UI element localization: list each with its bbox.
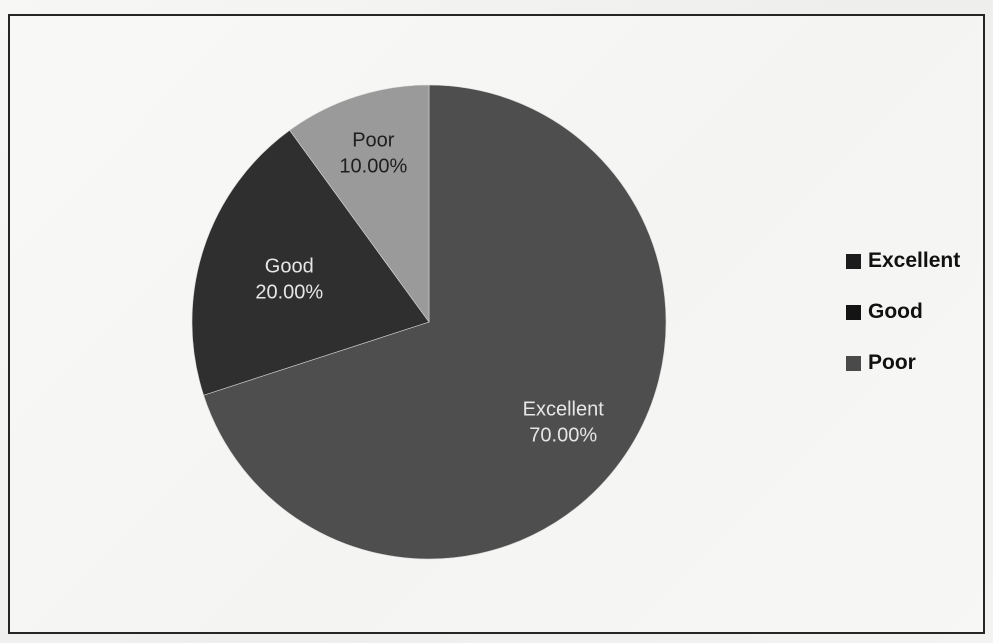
pie-slice-poor <box>289 84 430 323</box>
data-label-name-good: Good <box>265 256 314 278</box>
pie-slice-excellent <box>203 84 667 560</box>
legend-swatch-poor <box>846 355 861 371</box>
legend-swatch-good <box>846 304 861 320</box>
legend-item-excellent: Excellent <box>846 248 981 274</box>
data-label-value-poor: 10.00% <box>339 156 407 178</box>
pie-slices <box>191 84 667 560</box>
data-label-value-excellent: 70.00% <box>529 425 597 447</box>
data-label-value-good: 20.00% <box>255 282 323 304</box>
legend-item-good: Good <box>846 299 981 325</box>
data-label-name-poor: Poor <box>352 130 395 152</box>
pie-slice-good <box>191 129 430 396</box>
legend: Excellent Good Poor <box>846 248 981 401</box>
legend-label-good: Good <box>868 300 923 323</box>
legend-item-poor: Poor <box>846 350 981 376</box>
legend-swatch-excellent <box>846 253 861 269</box>
legend-label-excellent: Excellent <box>868 249 961 272</box>
legend-label-poor: Poor <box>868 351 916 374</box>
pie-data-labels: Excellent 70.00% Good 20.00% Poor 10.00% <box>255 130 604 447</box>
data-label-name-excellent: Excellent <box>523 399 605 421</box>
